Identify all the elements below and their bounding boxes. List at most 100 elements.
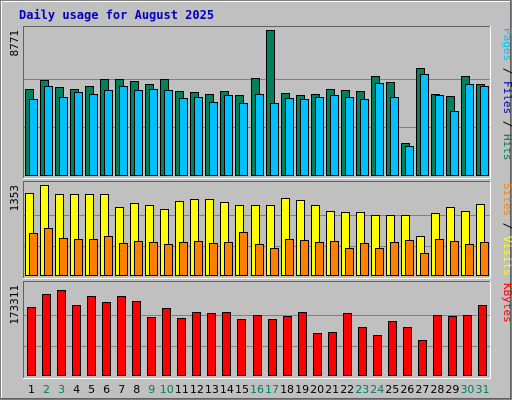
bar-files bbox=[330, 95, 339, 176]
x-tick-label: 11 bbox=[175, 383, 189, 396]
bar-kbytes bbox=[87, 296, 96, 376]
bar-files bbox=[345, 97, 354, 176]
bar-sites bbox=[134, 241, 143, 276]
bar-sites bbox=[104, 236, 113, 276]
bar-kbytes bbox=[177, 318, 186, 376]
x-tick-label: 6 bbox=[103, 383, 110, 396]
x-tick-label: 31 bbox=[475, 383, 489, 396]
bar-sites bbox=[44, 228, 53, 276]
bar-kbytes bbox=[418, 340, 427, 376]
x-tick-label: 23 bbox=[355, 383, 369, 396]
series-legend: Pages / Files / Hits bbox=[501, 28, 512, 161]
bar-sites bbox=[330, 241, 339, 276]
bar-files bbox=[435, 95, 444, 176]
series-sites bbox=[29, 228, 489, 276]
legend-segment: / bbox=[501, 61, 512, 81]
bar-kbytes bbox=[102, 302, 111, 376]
bar-sites bbox=[239, 232, 248, 276]
bar-kbytes bbox=[207, 313, 216, 376]
bar-kbytes bbox=[283, 316, 292, 376]
bar-kbytes bbox=[117, 296, 126, 376]
day-labels: 1 2 3 4 5 6 7 8 9 10 11 12 13 14 15 16 17 18 19 20 21 22 23 24 2… bbox=[28, 383, 489, 396]
bar-kbytes bbox=[343, 313, 352, 376]
bar-sites bbox=[315, 242, 324, 276]
bar-sites bbox=[465, 244, 474, 276]
bar-files bbox=[285, 98, 294, 176]
bar-kbytes bbox=[388, 321, 397, 376]
x-tick-label: 3 bbox=[58, 383, 65, 396]
y-axis-max-label: 8771 bbox=[8, 30, 21, 57]
bar-files bbox=[239, 103, 248, 176]
bar-kbytes bbox=[328, 332, 337, 376]
bar-sites bbox=[164, 244, 173, 276]
bar-kbytes bbox=[313, 333, 322, 376]
series-legend: Sites / Visits bbox=[501, 183, 512, 276]
bar-sites bbox=[300, 240, 309, 276]
bar-sites bbox=[74, 239, 83, 276]
bar-sites bbox=[194, 241, 203, 276]
series-legend: KBytes bbox=[501, 283, 512, 323]
bar-files bbox=[134, 90, 143, 176]
bar-sites bbox=[345, 248, 354, 276]
legend-segment: Pages bbox=[501, 28, 512, 61]
bar-files bbox=[74, 92, 83, 176]
x-tick-label: 21 bbox=[325, 383, 339, 396]
bar-files bbox=[465, 84, 474, 176]
bar-kbytes bbox=[132, 301, 141, 376]
bar-files bbox=[420, 74, 429, 176]
chart-title: Daily usage for August 2025 bbox=[19, 8, 214, 22]
x-tick-label: 25 bbox=[385, 383, 399, 396]
series-kbytes bbox=[27, 290, 487, 376]
bar-kbytes bbox=[403, 327, 412, 376]
bar-files bbox=[89, 94, 98, 176]
bar-kbytes bbox=[268, 319, 277, 376]
x-tick-label: 16 bbox=[250, 383, 264, 396]
x-tick-label: 22 bbox=[340, 383, 354, 396]
bar-kbytes bbox=[448, 316, 457, 376]
bar-kbytes bbox=[237, 319, 246, 376]
bar-kbytes bbox=[463, 315, 472, 376]
panels-layer: 8771 Pages / Files / Hits 1353 Sites / Visi… bbox=[8, 26, 512, 379]
legend-segment: Sites bbox=[501, 183, 512, 216]
x-tick-label: 14 bbox=[220, 383, 234, 396]
y-axis-max-label: 173311 bbox=[8, 285, 21, 325]
bar-files bbox=[209, 102, 218, 176]
bar-files bbox=[300, 99, 309, 176]
legend-segment: Hits bbox=[501, 134, 512, 161]
legend-segment: Visits bbox=[501, 236, 512, 276]
bar-kbytes bbox=[57, 290, 66, 376]
bar-files bbox=[164, 90, 173, 176]
bar-files bbox=[194, 97, 203, 176]
bar-files bbox=[390, 97, 399, 176]
bar-kbytes bbox=[373, 335, 382, 376]
bar-kbytes bbox=[433, 315, 442, 376]
x-tick-label: 24 bbox=[370, 383, 384, 396]
x-tick-label: 1 bbox=[28, 383, 35, 396]
bar-files bbox=[375, 83, 384, 176]
bar-sites bbox=[480, 242, 489, 276]
bar-sites bbox=[420, 253, 429, 276]
bar-kbytes bbox=[27, 307, 36, 376]
bar-sites bbox=[375, 248, 384, 276]
x-tick-label: 18 bbox=[280, 383, 294, 396]
bar-sites bbox=[285, 239, 294, 276]
x-tick-label: 15 bbox=[235, 383, 249, 396]
x-tick-label: 2 bbox=[43, 383, 50, 396]
bar-sites bbox=[179, 242, 188, 276]
bar-sites bbox=[149, 242, 158, 276]
bar-sites bbox=[435, 239, 444, 276]
bar-files bbox=[360, 99, 369, 176]
bar-files bbox=[450, 111, 459, 176]
x-tick-label: 17 bbox=[265, 383, 279, 396]
x-tick-label: 30 bbox=[460, 383, 474, 396]
y-axis-max-label: 1353 bbox=[8, 185, 21, 212]
bar-kbytes bbox=[358, 327, 367, 376]
bar-kbytes bbox=[147, 317, 156, 376]
bar-files bbox=[270, 103, 279, 176]
bar-kbytes bbox=[192, 312, 201, 376]
x-tick-label: 8 bbox=[133, 383, 140, 396]
panel-pages-files-hits: 8771 Pages / Files / Hits bbox=[8, 26, 512, 179]
bar-sites bbox=[450, 241, 459, 276]
x-tick-label: 5 bbox=[88, 383, 95, 396]
